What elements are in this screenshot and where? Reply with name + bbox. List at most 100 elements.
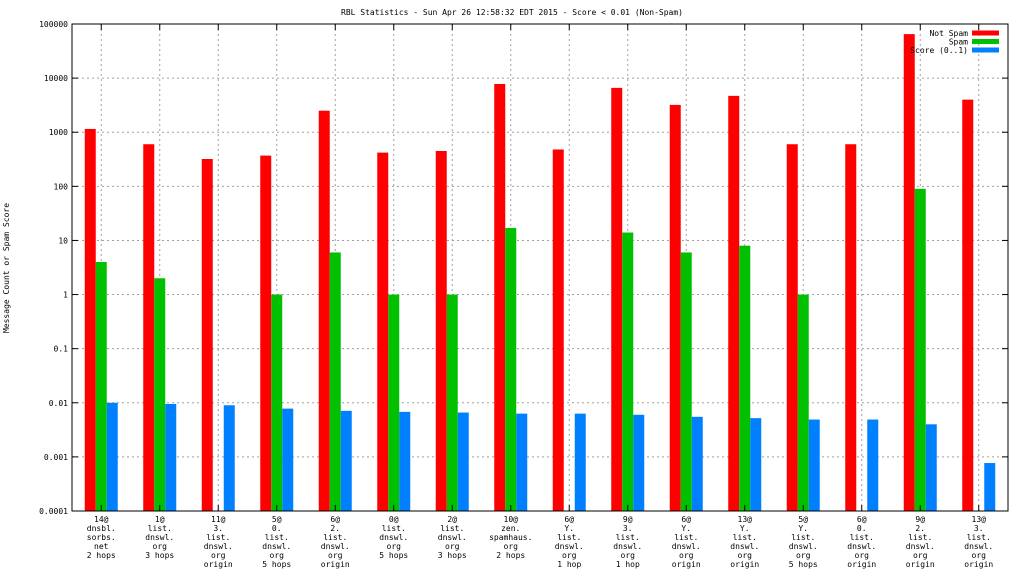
x-tick-label-line: dnswl. <box>145 533 174 542</box>
bar-score-0-1 <box>574 413 586 511</box>
bars-group <box>84 34 996 512</box>
y-tick-label: 10000 <box>44 74 68 83</box>
x-tick-label-line: org <box>562 551 577 560</box>
x-tick-label-line: Y. <box>740 524 750 533</box>
x-tick-label-line: list. <box>674 533 698 542</box>
x-tick-label-line: list. <box>323 533 347 542</box>
x-tick-label-line: 5@ <box>272 515 282 524</box>
x-tick-label: 9@ 2. list. dnswl. org origin <box>906 515 935 569</box>
bar-spam <box>914 188 926 511</box>
plot-frame <box>71 23 1009 512</box>
x-tick-label-line: 2. <box>330 524 340 533</box>
x-tick-label-line: 3. <box>974 524 984 533</box>
bar-spam <box>505 227 517 511</box>
legend-label: Spam <box>949 38 968 47</box>
y-tick-label: 100 <box>54 182 69 191</box>
y-tick-label: 0.01 <box>49 399 68 408</box>
legend-label: Score (0..1) <box>910 46 968 55</box>
x-tick-label: 5@ 0. list. dnswl. org 5 hops <box>262 515 291 569</box>
x-tick-label-line: list. <box>265 533 289 542</box>
bar-score-0-1 <box>282 408 294 511</box>
x-tick-label-line: 3. <box>213 524 223 533</box>
x-tick-label-line: list. <box>908 533 932 542</box>
x-tick-label: 1@ list. dnswl. org 3 hops <box>145 515 174 560</box>
bar-score-0-1 <box>984 463 996 511</box>
x-tick-label-line: 5@ <box>798 515 808 524</box>
x-tick-label-line: origin <box>672 560 701 569</box>
x-tick-label-line: org <box>211 551 226 560</box>
bar-not-spam <box>201 158 213 512</box>
x-tick-label-line: 10@ <box>504 515 519 524</box>
y-tick-label: 0.0001 <box>39 507 68 516</box>
bar-not-spam <box>962 99 974 511</box>
x-tick-label-line: org <box>972 551 987 560</box>
x-tick-label-line: 9@ <box>915 515 925 524</box>
x-tick-label-line: 6@ <box>564 515 574 524</box>
bar-not-spam <box>728 95 740 512</box>
bar-spam <box>95 261 107 511</box>
bar-score-0-1 <box>808 419 820 511</box>
x-tick-label-line: org <box>153 542 168 551</box>
x-tick-label-line: org <box>679 551 694 560</box>
x-tick-label-line: 2@ <box>447 515 457 524</box>
bar-not-spam <box>84 128 96 511</box>
x-tick-label-line: origin <box>964 560 993 569</box>
x-tick-label-line: origin <box>730 560 759 569</box>
x-tick-label: 0@ list. dnswl. org 5 hops <box>379 515 408 560</box>
x-tick-label: 2@ list. dnswl. org 3 hops <box>438 515 467 560</box>
y-tick-label: 100000 <box>39 20 68 29</box>
x-tick-label-line: 0@ <box>389 515 399 524</box>
bar-not-spam <box>318 110 330 512</box>
x-tick-label-line: list. <box>791 533 815 542</box>
x-tick-label-line: origin <box>847 560 876 569</box>
x-tick-label-line: org <box>913 551 928 560</box>
chart-title: RBL Statistics - Sun Apr 26 12:58:32 EDT… <box>341 8 683 17</box>
x-tick-label-line: org <box>328 551 343 560</box>
x-tick-label-line: 5 hops <box>262 560 291 569</box>
x-tick-label: 6@ Y. list. dnswl. org 1 hop <box>555 515 584 569</box>
x-tick-label-line: list. <box>967 533 991 542</box>
x-tick-label-line: 1 hop <box>616 560 640 569</box>
x-tick-label-line: origin <box>204 560 233 569</box>
x-tick-label-line: 2 hops <box>496 551 525 560</box>
bar-not-spam <box>435 150 447 511</box>
y-tick-label: 1 <box>63 291 68 300</box>
x-tick-label-line: list. <box>440 524 464 533</box>
x-tick-label-line: zen. <box>501 524 520 533</box>
bar-score-0-1 <box>867 419 879 511</box>
bar-spam <box>329 252 341 512</box>
bar-not-spam <box>260 155 272 511</box>
x-tick-label-line: 0. <box>272 524 282 533</box>
x-tick-label-line: spamhaus. <box>489 533 532 542</box>
x-tick-label-line: dnswl. <box>847 542 876 551</box>
x-tick-label-line: 3 hops <box>438 551 467 560</box>
x-tick-label-line: 1 hop <box>557 560 581 569</box>
x-tick-label-line: org <box>738 551 753 560</box>
bar-score-0-1 <box>691 416 703 511</box>
x-tick-label-line: 13@ <box>972 515 987 524</box>
bar-not-spam <box>611 87 623 511</box>
legend-swatch <box>972 39 999 44</box>
x-tick-label-line: dnswl. <box>321 542 350 551</box>
axes <box>71 23 1009 512</box>
x-tick-label-line: list. <box>850 533 874 542</box>
x-tick-label-line: org <box>796 551 811 560</box>
x-tick-label-line: dnswl. <box>379 533 408 542</box>
x-tick-label-line: 6@ <box>330 515 340 524</box>
x-tick-label-line: dnswl. <box>438 533 467 542</box>
x-tick-label-line: Y. <box>681 524 691 533</box>
y-tick-label: 0.001 <box>44 453 68 462</box>
x-tick-label-line: list. <box>733 533 757 542</box>
bar-not-spam <box>669 104 681 511</box>
bar-not-spam <box>377 152 389 511</box>
x-tick-label-line: origin <box>906 560 935 569</box>
bar-spam <box>739 245 751 511</box>
bar-not-spam <box>903 34 915 511</box>
x-tick-label-line: org <box>855 551 870 560</box>
x-tick-label-line: org <box>387 542 402 551</box>
x-tick-label-line: list. <box>206 533 230 542</box>
